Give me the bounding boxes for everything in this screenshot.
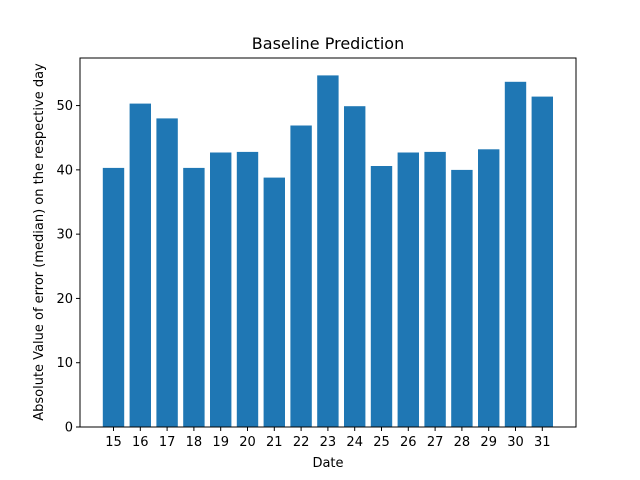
x-tick-label: 18 <box>186 435 203 450</box>
x-tick-label: 27 <box>427 435 444 450</box>
bar-27 <box>424 151 446 427</box>
x-tick-label: 20 <box>239 435 256 450</box>
x-tick-label: 25 <box>373 435 390 450</box>
bar-18 <box>183 167 205 427</box>
bar-23 <box>317 75 339 428</box>
y-tick-label: 0 <box>65 421 73 436</box>
y-axis-label: Absolute Value of error (median) on the … <box>32 63 47 421</box>
y-tick-label: 40 <box>56 163 73 178</box>
bar-17 <box>156 118 178 428</box>
x-tick-label: 26 <box>400 435 417 450</box>
y-tick-label: 50 <box>56 99 73 114</box>
bar-21 <box>263 177 285 427</box>
x-tick-label: 16 <box>132 435 149 450</box>
bar-24 <box>344 106 366 427</box>
x-tick-label: 23 <box>320 435 337 450</box>
x-tick-label: 15 <box>105 435 122 450</box>
x-tick-label: 31 <box>534 435 551 450</box>
x-axis-label: Date <box>312 456 343 471</box>
x-tick-label: 17 <box>159 435 176 450</box>
bar-15 <box>102 167 125 427</box>
bar-20 <box>236 151 259 427</box>
x-tick-label: 30 <box>507 435 524 450</box>
bar-30 <box>504 81 527 428</box>
bar-31 <box>531 96 553 427</box>
bar-22 <box>290 125 312 427</box>
x-tick-label: 21 <box>266 435 283 450</box>
y-tick-label: 10 <box>56 356 73 371</box>
bar-19 <box>210 152 232 427</box>
x-axis: 15 16 17 18 19 20 21 22 23 24 25 26 27 28 29 30 31 <box>105 427 551 450</box>
bar-26 <box>397 152 419 427</box>
bar-29 <box>478 149 500 428</box>
x-tick-label: 28 <box>454 435 471 450</box>
x-tick-label: 22 <box>293 435 310 450</box>
y-tick-label: 20 <box>56 292 73 307</box>
bar-28 <box>451 169 473 427</box>
bar-16 <box>129 103 151 427</box>
x-tick-label: 19 <box>212 435 229 450</box>
x-tick-label: 24 <box>346 435 363 450</box>
x-tick-label: 29 <box>480 435 497 450</box>
chart-title: Baseline Prediction <box>252 34 404 53</box>
bars-group <box>102 75 553 428</box>
y-axis: 0 10 20 30 40 50 <box>56 99 80 436</box>
y-tick-label: 30 <box>56 228 73 243</box>
bar-25 <box>370 166 393 427</box>
